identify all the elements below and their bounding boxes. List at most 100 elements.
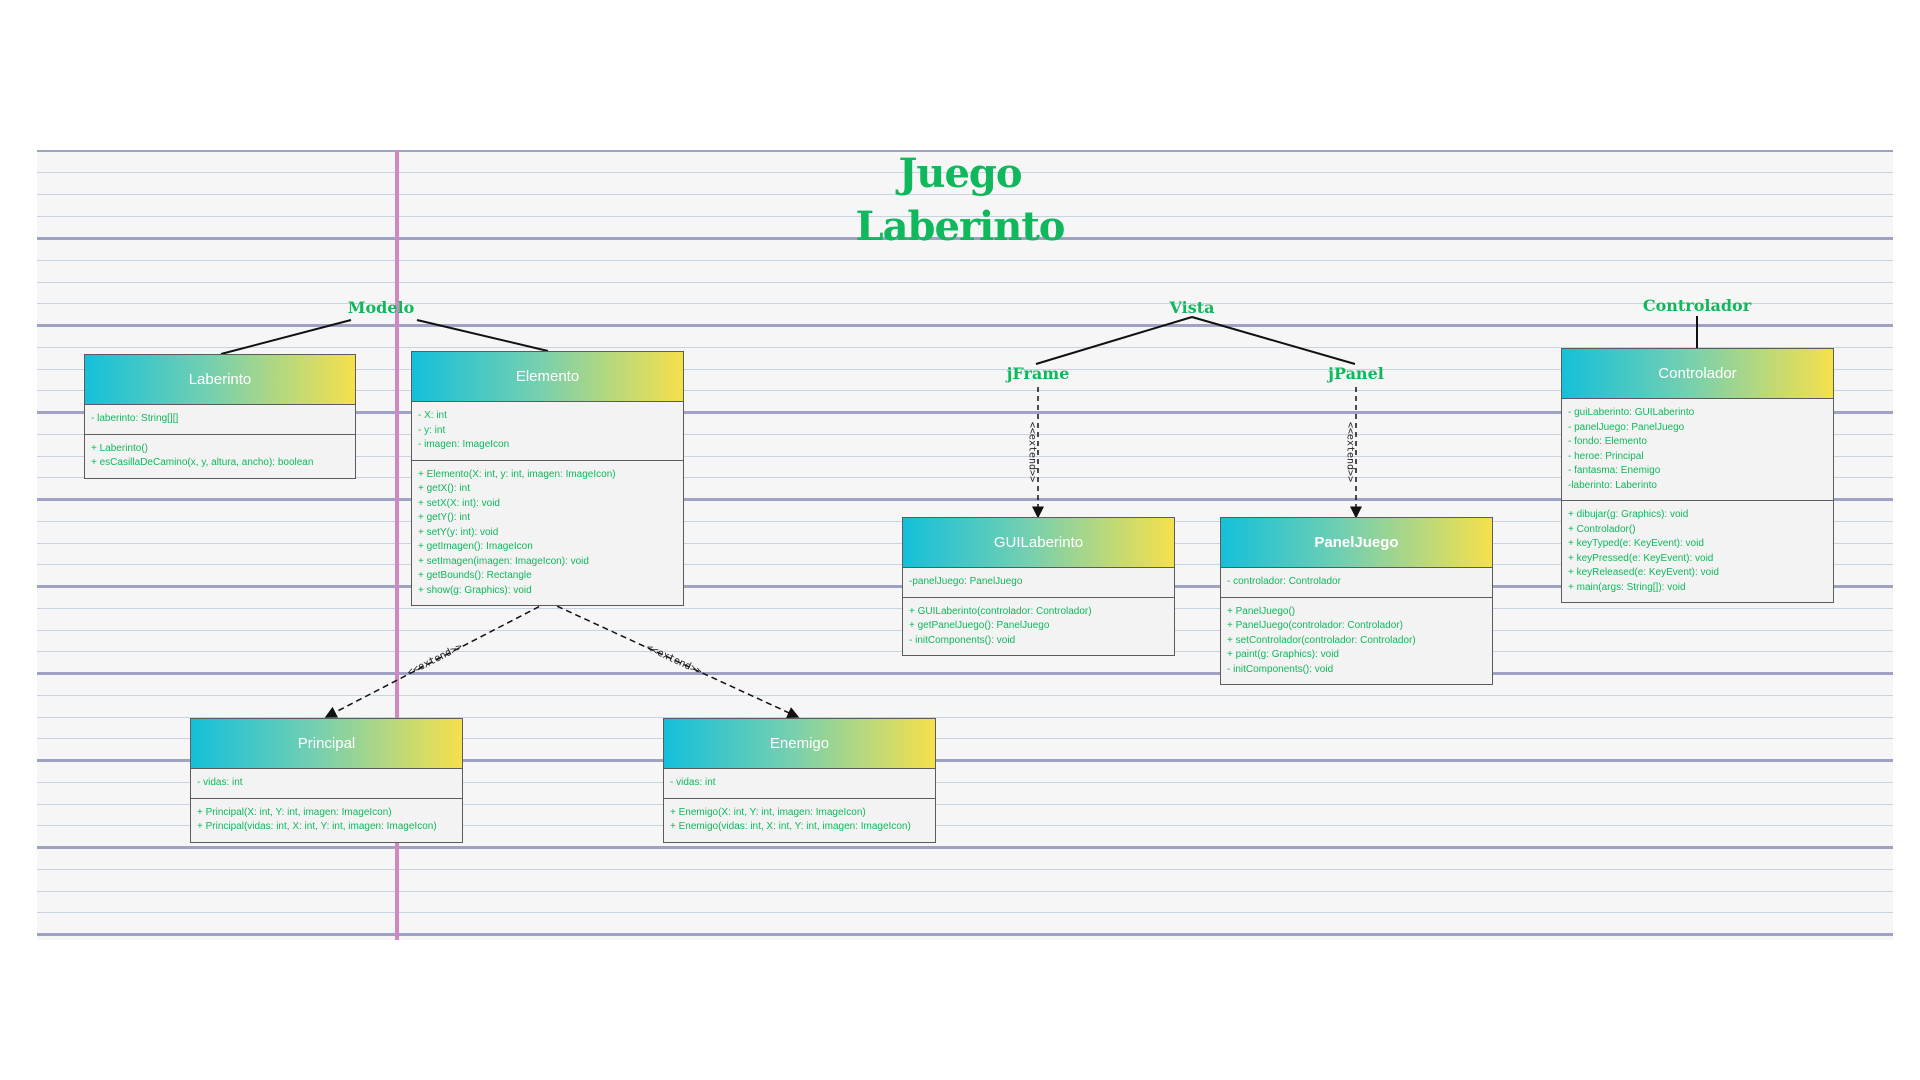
class-method: + keyTyped(e: KeyEvent): void: [1568, 538, 1704, 549]
class-method: + getX(): int: [418, 483, 470, 494]
class-method: + Principal(vidas: int, X: int, Y: int, …: [197, 821, 437, 832]
paper-rule-thick: [37, 324, 1893, 327]
class-name-paneljuego: PanelJuego: [1221, 518, 1492, 568]
class-method: + Enemigo(vidas: int, X: int, Y: int, im…: [670, 821, 911, 832]
class-method: + setImagen(imagen: ImageIcon): void: [418, 555, 589, 567]
paper-rule-thin: [37, 282, 1893, 283]
class-method: + paint(g: Graphics): void: [1227, 649, 1339, 660]
class-method: + Elemento(X: int, y: int, imagen: Image…: [418, 468, 616, 480]
paper-rule-thin: [37, 216, 1893, 217]
class-method: + getImagen(): ImageIcon: [418, 541, 533, 552]
class-method: + getBounds(): Rectangle: [418, 570, 532, 581]
class-methods-paneljuego: + PanelJuego() + PanelJuego(controlador: …: [1221, 596, 1492, 685]
class-attribute: - guiLaberinto: GUILaberinto: [1568, 407, 1695, 418]
class-method: + getY(): int: [418, 512, 470, 523]
paper-margin-line: [395, 150, 399, 940]
paper-rule-thin: [37, 804, 1893, 805]
package-label-controlador: Controlador: [1642, 296, 1752, 315]
class-box-principal[interactable]: Principal - vidas: int + Principal(X: int,…: [190, 718, 463, 843]
class-method: + Enemigo(X: int, Y: int, imagen: ImageI…: [670, 806, 866, 818]
paper-rule-thin: [37, 782, 1893, 783]
paper-rule-thin: [37, 477, 1893, 478]
class-method: + Controlador(): [1568, 523, 1636, 535]
paper-rule-thin: [37, 912, 1893, 913]
paper-rule-thin: [37, 303, 1893, 304]
class-attribute: - panelJuego: PanelJuego: [1568, 421, 1685, 433]
class-attribute: - heroe: Principal: [1568, 450, 1644, 462]
class-box-enemigo[interactable]: Enemigo - vidas: int + Enemigo(X: int, Y: …: [663, 718, 936, 843]
paper-rule-thin: [37, 172, 1893, 173]
class-method: + setY(y: int): void: [418, 526, 499, 538]
paper-rule-thin: [37, 390, 1893, 391]
class-attributes-enemigo: - vidas: int: [664, 769, 935, 798]
class-methods-elemento: + Elemento(X: int, y: int, imagen: Image…: [412, 459, 683, 606]
paper-rule-thin: [37, 869, 1893, 870]
class-attribute: - X: int: [418, 410, 447, 421]
class-name-principal: Principal: [191, 719, 462, 769]
class-box-laberinto[interactable]: Laberinto - laberinto: String[][] + Laberi…: [84, 354, 356, 479]
paper-rule-thin: [37, 738, 1893, 739]
class-box-guilaberinto[interactable]: GUILaberinto -panelJuego: PanelJuego + GUI…: [902, 517, 1175, 656]
class-method: + keyPressed(e: KeyEvent): void: [1568, 552, 1714, 564]
diagram-title-line2: Laberinto: [855, 203, 1066, 250]
class-box-elemento[interactable]: Elemento - X: int - y: int - imagen: ImageI…: [411, 351, 684, 606]
class-method: + setControlador(controlador: Controlado…: [1227, 634, 1416, 646]
class-method: + PanelJuego(): [1227, 605, 1296, 617]
class-attribute: - vidas: int: [197, 777, 243, 788]
package-label-jframe: jFrame: [1006, 364, 1070, 383]
paper-rule-thick: [37, 411, 1893, 414]
class-attributes-paneljuego: - controlador: Controlador: [1221, 568, 1492, 597]
paper-rule-thick: [37, 237, 1893, 240]
class-method: - initComponents(): void: [1227, 663, 1334, 675]
class-name-guilaberinto: GUILaberinto: [903, 518, 1174, 568]
class-methods-enemigo: + Enemigo(X: int, Y: int, imagen: ImageI…: [664, 797, 935, 842]
class-method: - initComponents(): void: [909, 634, 1016, 646]
paper-rule-thick: [37, 933, 1893, 936]
class-methods-principal: + Principal(X: int, Y: int, imagen: Imag…: [191, 797, 462, 842]
class-name-laberinto: Laberinto: [85, 355, 355, 405]
paper-rule-thick: [37, 672, 1893, 675]
class-attributes-principal: - vidas: int: [191, 769, 462, 798]
package-label-jpanel: jPanel: [1328, 364, 1384, 383]
class-methods-laberinto: + Laberinto() + esCasillaDeCamino(x, y, a…: [85, 433, 355, 478]
paper-rule-thin: [37, 891, 1893, 892]
class-attribute: - y: int: [418, 424, 446, 436]
class-method: + show(g: Graphics): void: [418, 584, 532, 596]
paper-rule-thin: [37, 695, 1893, 696]
class-attributes-controlador: - guiLaberinto: GUILaberinto - panelJuego…: [1562, 399, 1833, 500]
paper-rule-thin: [37, 194, 1893, 195]
class-method: + keyReleased(e: KeyEvent): void: [1568, 567, 1719, 578]
class-box-paneljuego[interactable]: PanelJuego - controlador: Controlador + Pa…: [1220, 517, 1493, 685]
class-method: + setX(X: int): void: [418, 497, 500, 509]
class-attribute: -panelJuego: PanelJuego: [909, 576, 1023, 587]
paper-rule-thick: [37, 150, 1893, 152]
class-name-enemigo: Enemigo: [664, 719, 935, 769]
class-methods-guilaberinto: + GUILaberinto(controlador: Controlador)…: [903, 596, 1174, 656]
paper-rule-thick: [37, 759, 1893, 762]
paper-rule-thick: [37, 846, 1893, 849]
diagram-title-line1: Juego: [898, 150, 1022, 197]
class-attribute: - imagen: ImageIcon: [418, 439, 510, 450]
class-method: + dibujar(g: Graphics): void: [1568, 509, 1689, 520]
class-attribute: - laberinto: String[][]: [91, 413, 179, 424]
paper-rule-thick: [37, 498, 1893, 501]
class-method: + Laberinto(): [91, 442, 148, 454]
class-methods-controlador: + dibujar(g: Graphics): void + Controlado…: [1562, 500, 1833, 602]
class-attributes-guilaberinto: -panelJuego: PanelJuego: [903, 568, 1174, 597]
class-method: + Principal(X: int, Y: int, imagen: Imag…: [197, 806, 392, 818]
class-method: + esCasillaDeCamino(x, y, altura, ancho)…: [91, 457, 314, 468]
class-attribute: -laberinto: Laberinto: [1568, 479, 1657, 491]
paper-rule-thin: [37, 717, 1893, 718]
class-box-controlador[interactable]: Controlador - guiLaberinto: GUILaberinto -…: [1561, 348, 1834, 603]
class-attribute: - fondo: Elemento: [1568, 436, 1647, 447]
class-method: + GUILaberinto(controlador: Controlador): [909, 605, 1092, 617]
class-name-elemento: Elemento: [412, 352, 683, 402]
package-label-modelo: Modelo: [347, 298, 415, 317]
paper-rule-thin: [37, 369, 1893, 370]
class-attribute: - fantasma: Enemigo: [1568, 465, 1661, 476]
extend-label-jpanel: <<extend>>: [1344, 421, 1356, 483]
class-attributes-laberinto: - laberinto: String[][]: [85, 405, 355, 434]
paper-rule-thin: [37, 434, 1893, 435]
paper-rule-thin: [37, 260, 1893, 261]
class-method: + main(args: String[]): void: [1568, 581, 1686, 593]
